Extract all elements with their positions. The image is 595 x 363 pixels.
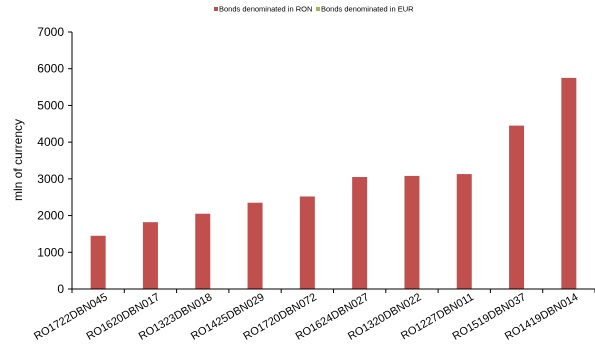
legend-label-ron: Bonds denominated in RON [219, 5, 312, 14]
bar-ro1323dbn018 [195, 213, 211, 289]
legend-label-eur: Bonds denominated in EUR [321, 5, 414, 14]
bar-ro1624dbn027 [352, 177, 368, 289]
bars [90, 77, 577, 290]
y-tick-label: 7000 [37, 25, 64, 39]
bar-ro1320dbn022 [404, 175, 420, 289]
y-tick-label: 6000 [37, 62, 64, 76]
legend-swatch-ron [214, 7, 218, 11]
legend-swatch-eur [316, 7, 320, 11]
x-axis-labels: RO1722DBN045RO1620DBN017RO1323DBN018RO14… [32, 291, 580, 343]
y-axis-label: mln of currency [11, 119, 25, 201]
y-tick-label: 4000 [37, 135, 64, 149]
bar-ro1722dbn045 [90, 235, 106, 289]
bar-ro1227dbn011 [456, 174, 472, 289]
bar-ro1620dbn017 [142, 222, 158, 289]
bar-ro1425dbn029 [247, 202, 263, 289]
y-tick-label: 2000 [37, 209, 64, 223]
bar-ro1519dbn037 [509, 125, 525, 289]
y-tick-label: 5000 [37, 98, 64, 112]
y-tick-label: 1000 [37, 245, 64, 259]
bar-ro1419dbn014 [561, 77, 577, 290]
y-tick-label: 0 [57, 282, 64, 296]
y-axis-ticks: 0 1000 2000 3000 4000 5000 6000 7000 [37, 25, 73, 296]
bar-ro1720dbn072 [299, 196, 315, 289]
x-axis-ticks [71, 289, 595, 293]
legend: Bonds denominated in RON Bonds denominate… [214, 5, 414, 14]
y-tick-label: 3000 [37, 172, 64, 186]
